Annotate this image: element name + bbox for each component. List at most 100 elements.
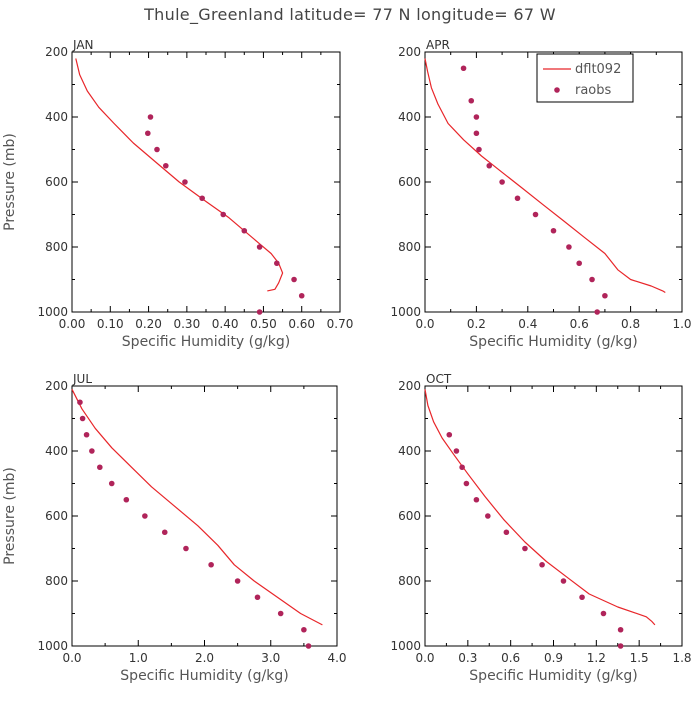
- x-axis-label: Specific Humidity (g/kg): [469, 668, 637, 684]
- x-axis-label: Specific Humidity (g/kg): [120, 668, 288, 684]
- x-tick-label: 0.0: [415, 651, 434, 665]
- y-tick-label: 400: [45, 444, 68, 458]
- y-tick-label: 400: [398, 110, 421, 124]
- x-tick-label: 1.0: [672, 317, 691, 331]
- x-tick-label: 0.9: [544, 651, 563, 665]
- x-tick-label: 0.8: [621, 317, 640, 331]
- x-tick-label: 0.20: [135, 317, 162, 331]
- obs-point: [459, 464, 465, 471]
- obs-point: [503, 529, 510, 536]
- x-tick-label: 0.10: [97, 317, 124, 331]
- legend-box: [536, 53, 634, 103]
- model-line-dflt092: [424, 58, 666, 294]
- obs-point: [298, 292, 305, 299]
- y-tick-label: 200: [45, 379, 68, 393]
- x-tick-label: 1.2: [587, 651, 606, 665]
- y-tick-label: 800: [398, 574, 421, 588]
- x-tick-label: 0.40: [212, 317, 239, 331]
- panel-apr: APR 0.0 0.2 0.4 0.6 0.8 1.0 200 400 600 800 1000 Spe…: [390, 38, 691, 350]
- obs-point: [154, 146, 160, 153]
- model-line-dflt092: [424, 389, 656, 626]
- x-tick-label: 1.8: [672, 651, 691, 665]
- panel-oct: OCT 0.0 0.3 0.6 0.9 1.2 1.5 1.8 200 400 600 800 1000…: [390, 372, 691, 684]
- legend: dflt092 raobs: [536, 53, 634, 103]
- legend-obs-label: raobs: [575, 83, 612, 98]
- panel-jan: JAN 0.00 0.10 0.20 0.30 0.40 0.50 0.60 0.70 200 40…: [2, 38, 353, 350]
- obs-point: [208, 561, 214, 568]
- obs-point: [463, 480, 470, 487]
- plot-frame: [424, 385, 683, 647]
- plot-frame: [71, 385, 338, 647]
- obs-point: [473, 130, 480, 137]
- obs-point: [142, 513, 148, 519]
- obs-point: [485, 513, 491, 519]
- y-tick-label: 1000: [390, 639, 421, 653]
- x-axis-label: Specific Humidity (g/kg): [122, 334, 290, 350]
- x-tick-label: 0.6: [501, 651, 520, 665]
- x-axis-label: Specific Humidity (g/kg): [469, 334, 637, 350]
- y-tick-label: 200: [45, 45, 68, 59]
- obs-point: [79, 415, 86, 422]
- x-tick-label: 0.00: [59, 317, 86, 331]
- x-tick-label: 1.5: [630, 651, 649, 665]
- obs-point: [145, 130, 151, 137]
- obs-point: [161, 529, 168, 536]
- panels: JAN 0.00 0.10 0.20 0.30 0.40 0.50 0.60 0.70 200 40…: [2, 38, 692, 684]
- obs-point: [108, 480, 115, 487]
- x-tick-label: 0.70: [327, 317, 354, 331]
- panel-jul: JUL 0.0 1.0 2.0 3.0 4.0 200 400 600 800 1000 Specif…: [2, 372, 347, 684]
- x-tick-label: 3.0: [261, 651, 280, 665]
- obs-point: [301, 626, 307, 633]
- obs-point: [617, 643, 624, 649]
- obs-point: [274, 260, 280, 267]
- obs-point: [602, 292, 608, 299]
- x-tick-label: 0.30: [173, 317, 200, 331]
- obs-point: [522, 545, 528, 552]
- obs-point: [305, 643, 312, 649]
- obs-point: [97, 464, 103, 471]
- obs-point: [183, 545, 189, 552]
- y-tick-label: 600: [398, 175, 421, 189]
- y-tick-label: 600: [398, 509, 421, 523]
- obs-point: [123, 496, 130, 503]
- y-tick-label: 200: [398, 45, 421, 59]
- obs-point: [576, 260, 582, 267]
- obs-point: [473, 114, 480, 120]
- obs-point: [241, 227, 248, 234]
- figure-title: Thule_Greenland latitude= 77 N longitude…: [143, 5, 556, 25]
- model-line-dflt092: [71, 389, 323, 626]
- panel-label: JUL: [72, 372, 92, 386]
- obs-point: [147, 114, 154, 120]
- panel-label: JAN: [72, 38, 94, 52]
- obs-point: [594, 309, 600, 315]
- y-tick-label: 600: [45, 175, 68, 189]
- y-tick-label: 600: [45, 509, 68, 523]
- y-tick-label: 400: [45, 110, 68, 124]
- x-tick-label: 0.2: [467, 317, 486, 331]
- obs-point: [600, 610, 607, 617]
- plot-frame: [71, 51, 341, 313]
- obs-point: [291, 276, 297, 283]
- obs-point: [539, 561, 545, 568]
- x-tick-label: 0.60: [288, 317, 315, 331]
- obs-point: [220, 211, 227, 218]
- obs-point: [277, 610, 284, 617]
- legend-obs-swatch: [554, 87, 560, 93]
- obs-point: [499, 179, 505, 185]
- y-tick-label: 800: [45, 240, 68, 254]
- obs-point: [256, 244, 263, 250]
- obs-point: [589, 276, 595, 283]
- obs-point: [579, 594, 585, 601]
- obs-point: [77, 399, 83, 406]
- obs-point: [163, 162, 169, 169]
- obs-point: [566, 244, 572, 250]
- model-line-dflt092: [75, 58, 284, 292]
- obs-point: [199, 195, 205, 202]
- x-tick-label: 4.0: [327, 651, 346, 665]
- obs-point: [446, 431, 453, 438]
- obs-point: [476, 146, 482, 153]
- obs-point: [550, 227, 557, 234]
- legend-model-label: dflt092: [575, 62, 621, 77]
